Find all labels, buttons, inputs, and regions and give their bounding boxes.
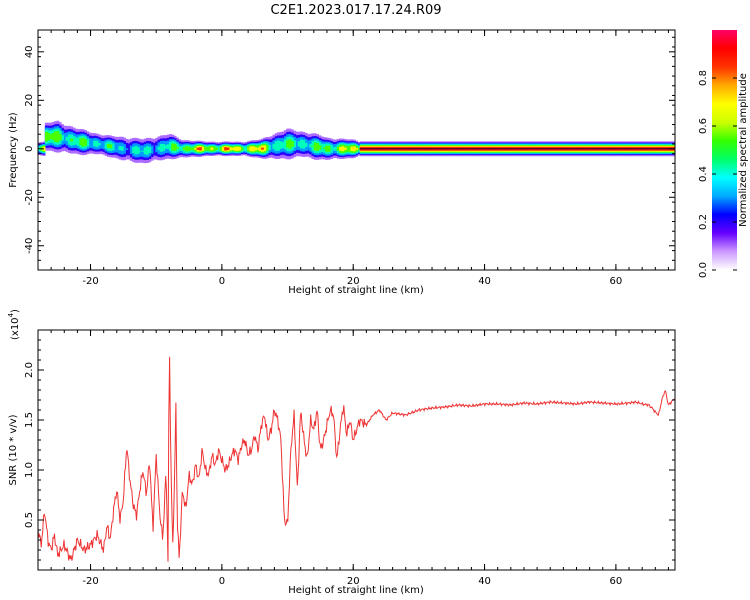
- spectrogram-frame: [37, 29, 676, 271]
- x-tick-label: 40: [478, 276, 491, 287]
- colorbar-gradient: [712, 30, 737, 270]
- x-tick-label: 20: [347, 276, 360, 287]
- spectrogram-ylabel: Frequency (Hz): [8, 112, 19, 188]
- colorbar-tick-label: 0.0: [698, 262, 709, 278]
- x-tick-label: 60: [610, 576, 623, 587]
- snr-scale-close: ): [10, 309, 21, 313]
- y-tick-label: -20: [24, 189, 35, 205]
- spectrogram-panel: -20 0 20 40 60 -40 -20 0 20 40 Height of straight…: [8, 29, 676, 296]
- snr-frame: [37, 329, 676, 571]
- spectrogram-xlabel: Height of straight line (km): [288, 285, 424, 296]
- snr-xlabel: Height of straight line (km): [288, 585, 424, 596]
- colorbar: 0.0 0.2 0.4 0.6 0.8 Normalized spectral ampl…: [698, 30, 749, 278]
- snr-scale-exponent: 4: [7, 312, 15, 317]
- colorbar-ticks: 0.0 0.2 0.4 0.6 0.8: [698, 70, 737, 278]
- spectrogram-ticks: -20 0 20 40 60 -40 -20 0 20 40: [24, 30, 675, 287]
- x-tick-label: 40: [478, 576, 491, 587]
- y-tick-label: 1.5: [24, 412, 35, 428]
- colorbar-tick-label: 0.8: [698, 70, 709, 86]
- snr-scale-base: (x10: [10, 317, 21, 340]
- snr-panel: -20 0 20 40 60 0.5 1.0 1.5 2.0 Height of straigh…: [7, 309, 676, 596]
- snr-ylabel: SNR (10 * v/v): [8, 414, 19, 485]
- y-tick-label: 20: [24, 94, 35, 107]
- colorbar-tick-label: 0.2: [698, 214, 709, 230]
- y-tick-label: 2.0: [24, 362, 35, 378]
- y-tick-label: 0: [24, 146, 35, 152]
- snr-ticks: -20 0 20 40 60 0.5 1.0 1.5 2.0: [24, 330, 675, 587]
- x-tick-label: -20: [82, 576, 98, 587]
- colorbar-tick-label: 0.6: [698, 118, 709, 134]
- y-tick-label: 0.5: [24, 512, 35, 528]
- x-tick-label: 0: [219, 576, 225, 587]
- y-tick-label: 40: [24, 45, 35, 58]
- colorbar-label: Normalized spectral amplitude: [738, 73, 749, 227]
- spectrogram-image: [38, 120, 675, 164]
- figure-title: C2E1.2023.017.17.24.R09: [270, 3, 441, 18]
- x-tick-label: 60: [610, 276, 623, 287]
- x-tick-label: 0: [219, 276, 225, 287]
- y-tick-label: -40: [24, 238, 35, 254]
- svg-text:(x104): (x104): [7, 309, 21, 340]
- snr-series-line: [38, 356, 675, 562]
- x-tick-label: -20: [82, 276, 98, 287]
- x-tick-label: 20: [347, 576, 360, 587]
- y-tick-label: 1.0: [24, 462, 35, 478]
- colorbar-tick-label: 0.4: [698, 166, 709, 182]
- snr-scale-factor: (x104): [7, 309, 21, 340]
